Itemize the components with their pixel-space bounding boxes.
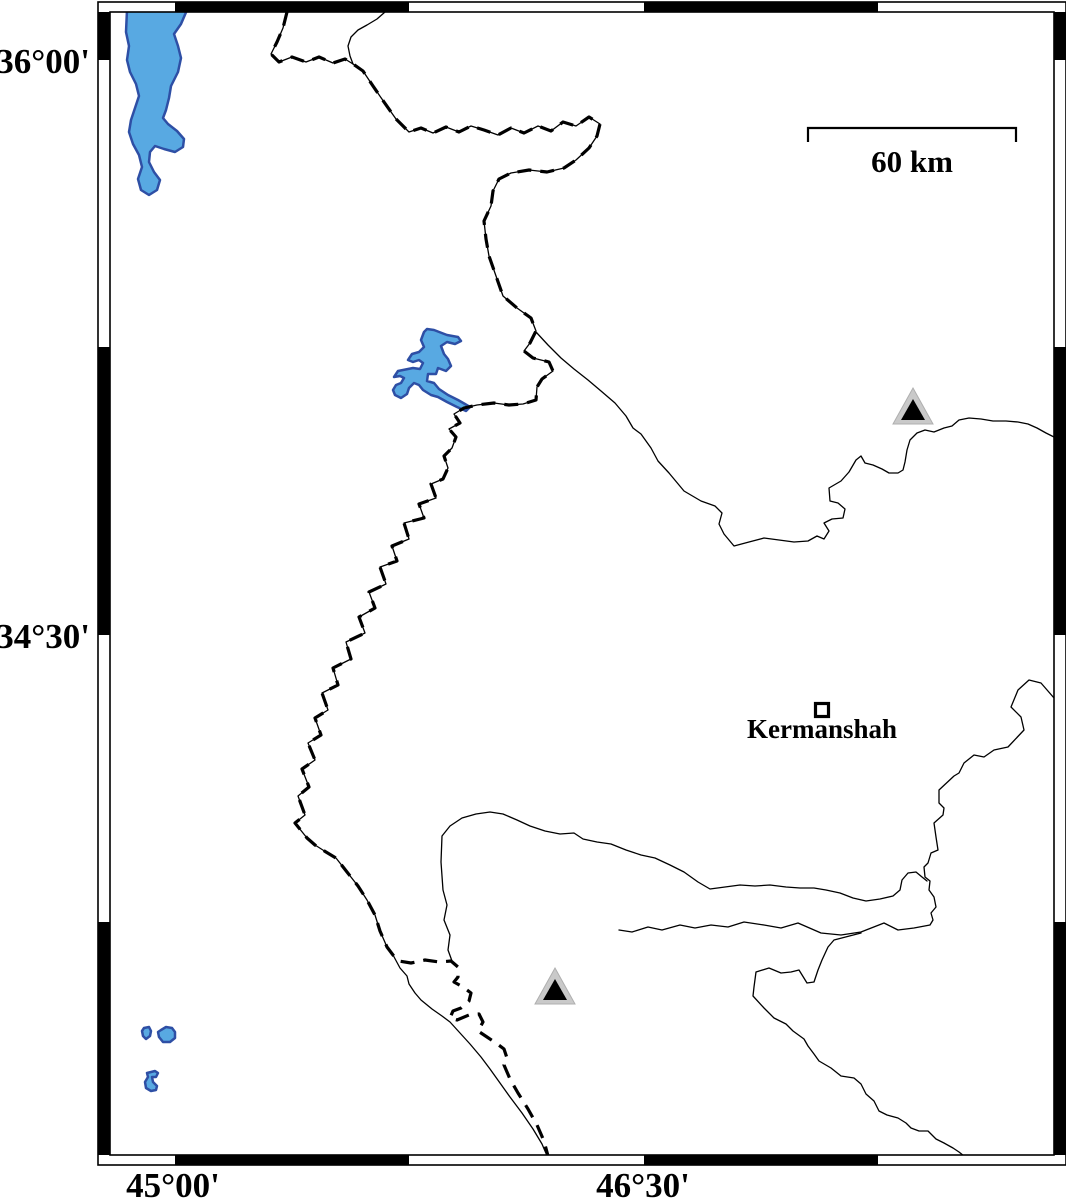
axis-annotations: 36°00' 34°30' 45°00' 46°30': [0, 42, 690, 1203]
river-line-top-entry: [347, 12, 386, 65]
station-inner-triangle: [543, 979, 567, 1000]
lon-label-45-00: 45°00': [126, 1166, 220, 1203]
scale-bar-line: [806, 126, 1018, 142]
frame-seg: [175, 2, 409, 12]
scale-bar: 60 km: [806, 126, 1018, 179]
frame-seg: [175, 1155, 409, 1165]
lake-shape-small-c: [143, 1069, 160, 1093]
city-marker-icon: [813, 701, 831, 719]
river-line-hook-tributary: [440, 811, 928, 962]
station-inner-triangle: [901, 399, 925, 420]
station-triangle-icon-south: [534, 966, 576, 1005]
river-line-diyala: [535, 331, 1054, 547]
frame-seg: [1054, 347, 1066, 635]
lake-shape-small-b: [156, 1025, 177, 1044]
frame-seg: [644, 2, 878, 12]
river-line-south-branch: [752, 932, 964, 1155]
lake-group: [124, 12, 472, 1093]
frame-seg: [98, 922, 110, 1155]
frame-seg: [644, 1155, 878, 1165]
scale-bar-label: 60 km: [871, 144, 953, 179]
city-label: Kermanshah: [747, 714, 897, 744]
map-frame: [97, 1, 1066, 1166]
lake-shape-small-a: [140, 1025, 153, 1041]
lat-label-34-30: 34°30': [0, 617, 90, 656]
map-content-layer: Kermanshah 60 km: [124, 12, 1054, 1155]
river-line-qarasu: [618, 679, 1054, 936]
lake-shape-central: [391, 327, 472, 413]
lat-label-36-00: 36°00': [0, 42, 90, 81]
frame-seg: [98, 347, 110, 635]
frame-seg: [1054, 922, 1066, 1155]
lake-shape-north: [124, 12, 188, 197]
station-triangle-icon-northeast: [892, 386, 934, 425]
frame-seg: [1054, 12, 1066, 60]
map-plot-background: [110, 12, 1054, 1155]
frame-seg: [98, 12, 110, 60]
lon-label-46-30: 46°30': [596, 1166, 690, 1203]
